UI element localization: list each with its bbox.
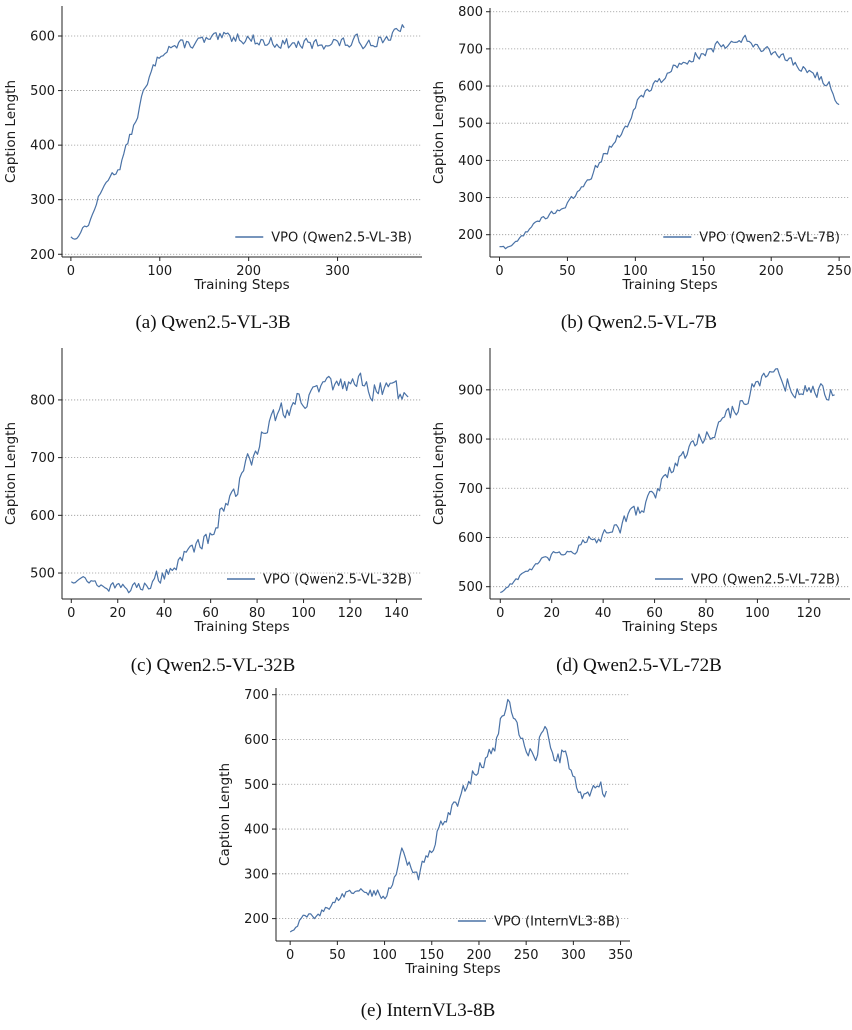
legend-label: VPO (Qwen2.5-VL-7B) — [699, 231, 840, 246]
y-tick-label: 600 — [30, 30, 55, 45]
line-chart-internvl3-8b: 200 300 400 500 600 700 0 50 100 150 200 250 300 350 T… — [217, 688, 633, 977]
y-tick-label: 200 — [458, 228, 483, 243]
x-tick-label: 40 — [595, 606, 612, 621]
y-tick-label: 200 — [244, 912, 269, 927]
series-line — [289, 698, 607, 933]
x-tick-label: 100 — [623, 264, 648, 279]
y-axis-title: Caption Length — [431, 81, 447, 184]
x-tick-label: 200 — [467, 948, 492, 963]
y-tick-label: 300 — [30, 193, 55, 208]
y-tick-label: 500 — [458, 117, 483, 132]
legend-label: VPO (Qwen2.5-VL-72B) — [691, 573, 840, 588]
y-tick-label: 500 — [458, 580, 483, 595]
chart-panel-qwen-72b: 500 600 700 800 900 0 20 40 60 80 100 120 Training S… — [426, 342, 852, 642]
y-axis-title: Caption Length — [431, 422, 447, 525]
line-chart-qwen-7b: 200 300 400 500 600 700 800 0 50 100 150 200 250 Trai… — [431, 5, 852, 293]
x-tick-label: 20 — [543, 606, 560, 621]
chart-panel-internvl3-8b: 200 300 400 500 600 700 0 50 100 150 200 250 300 350 T… — [213, 688, 643, 988]
series-line — [70, 372, 409, 594]
y-tick-label: 700 — [458, 42, 483, 57]
legend-label: VPO (Qwen2.5-VL-32B) — [263, 573, 412, 588]
y-tick-label: 300 — [244, 867, 269, 882]
y-tick-label: 800 — [458, 5, 483, 20]
y-axis-title: Caption Length — [3, 422, 19, 525]
caption-e: (e) InternVL3-8B — [360, 1000, 496, 1021]
x-tick-label: 100 — [291, 606, 316, 621]
line-chart-qwen-72b: 500 600 700 800 900 0 20 40 60 80 100 120 Training S… — [431, 348, 850, 635]
x-tick-label: 300 — [325, 264, 350, 279]
legend-label: VPO (InternVL3-8B) — [494, 915, 620, 930]
x-tick-label: 0 — [495, 264, 503, 279]
y-tick-label: 500 — [30, 84, 55, 99]
y-tick-label: 800 — [30, 393, 55, 408]
series-line — [500, 368, 835, 594]
legend-label: VPO (Qwen2.5-VL-3B) — [271, 231, 412, 246]
y-tick-label: 800 — [458, 433, 483, 448]
x-tick-label: 80 — [698, 606, 715, 621]
chart-panel-qwen-7b: 200 300 400 500 600 700 800 0 50 100 150 200 250 Trai… — [426, 0, 852, 300]
caption-d: (d) Qwen2.5-VL-72B — [556, 655, 722, 676]
x-axis-title: Training Steps — [621, 277, 717, 293]
series-line — [70, 24, 405, 240]
x-tick-label: 50 — [329, 948, 346, 963]
line-chart-qwen-32b: 500 600 700 800 0 20 40 60 80 100 120 140 Training S… — [3, 348, 422, 635]
y-tick-label: 500 — [30, 567, 55, 582]
y-tick-label: 200 — [30, 248, 55, 263]
x-tick-label: 0 — [67, 264, 75, 279]
x-tick-label: 120 — [796, 606, 821, 621]
x-tick-label: 100 — [745, 606, 770, 621]
x-tick-label: 100 — [147, 264, 172, 279]
x-tick-label: 200 — [236, 264, 261, 279]
chart-panel-qwen-32b: 500 600 700 800 0 20 40 60 80 100 120 140 Training S… — [0, 342, 426, 642]
y-tick-label: 700 — [458, 482, 483, 497]
line-chart-qwen-3b: 200 300 400 500 600 0 100 200 300 Training Steps C… — [3, 6, 422, 293]
x-tick-label: 100 — [372, 948, 397, 963]
y-axis-title: Caption Length — [3, 80, 19, 183]
caption-a: (a) Qwen2.5-VL-3B — [135, 312, 291, 333]
x-tick-label: 60 — [646, 606, 663, 621]
caption-c: (c) Qwen2.5-VL-32B — [130, 655, 296, 676]
y-tick-label: 700 — [244, 688, 269, 703]
x-tick-label: 0 — [496, 606, 504, 621]
x-tick-label: 50 — [559, 264, 576, 279]
y-tick-label: 300 — [458, 191, 483, 206]
x-tick-label: 150 — [419, 948, 444, 963]
x-tick-label: 200 — [759, 264, 784, 279]
caption-b: (b) Qwen2.5-VL-7B — [560, 312, 718, 333]
x-tick-label: 300 — [561, 948, 586, 963]
x-tick-label: 40 — [156, 606, 173, 621]
x-tick-label: 250 — [514, 948, 539, 963]
series-line — [499, 34, 840, 250]
y-tick-label: 700 — [30, 451, 55, 466]
y-tick-label: 600 — [244, 733, 269, 748]
x-tick-label: 60 — [202, 606, 219, 621]
x-axis-title: Training Steps — [193, 619, 289, 635]
x-axis-title: Training Steps — [621, 619, 717, 635]
y-tick-label: 900 — [458, 383, 483, 398]
x-tick-label: 350 — [608, 948, 633, 963]
x-tick-label: 80 — [249, 606, 266, 621]
y-tick-label: 600 — [30, 509, 55, 524]
x-tick-label: 140 — [384, 606, 409, 621]
x-tick-label: 0 — [67, 606, 75, 621]
x-tick-label: 150 — [691, 264, 716, 279]
y-tick-label: 400 — [244, 823, 269, 838]
chart-panel-qwen-3b: 200 300 400 500 600 0 100 200 300 Training Steps C… — [0, 0, 426, 300]
x-axis-title: Training Steps — [193, 277, 289, 293]
x-tick-label: 250 — [827, 264, 852, 279]
y-tick-label: 600 — [458, 80, 483, 95]
x-tick-label: 0 — [286, 948, 294, 963]
x-axis-title: Training Steps — [404, 961, 500, 977]
y-tick-label: 400 — [30, 139, 55, 154]
x-tick-label: 120 — [338, 606, 363, 621]
x-tick-label: 20 — [109, 606, 126, 621]
y-tick-label: 400 — [458, 154, 483, 169]
y-tick-label: 600 — [458, 531, 483, 546]
y-tick-label: 500 — [244, 778, 269, 793]
y-axis-title: Caption Length — [217, 763, 233, 866]
